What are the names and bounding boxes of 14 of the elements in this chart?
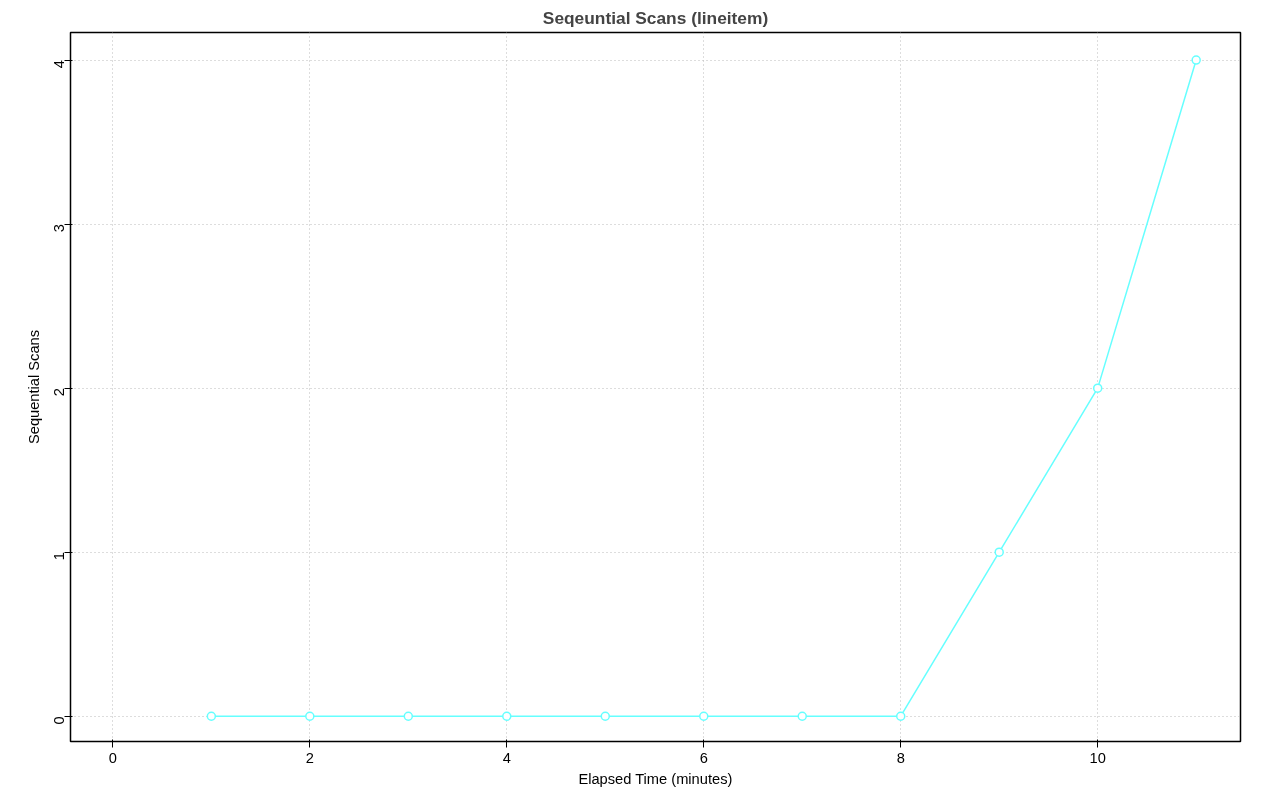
x-tick-label: 2 — [305, 749, 314, 766]
x-tick-label: 0 — [108, 749, 117, 766]
y-tick-label: 2 — [51, 388, 68, 397]
x-axis-title: Elapsed Time (minutes) — [578, 770, 733, 787]
y-tick-label: 0 — [51, 716, 68, 725]
x-tick-label: 8 — [896, 749, 905, 766]
chart-title: Seqeuntial Scans (lineitem) — [542, 7, 769, 28]
x-tick-label: 6 — [699, 749, 708, 766]
x-tick-label: 4 — [502, 749, 511, 766]
y-tick-label: 3 — [51, 224, 68, 233]
y-axis-title: Sequential Scans — [25, 329, 42, 445]
y-tick-label: 4 — [51, 60, 68, 69]
x-tick-label: 10 — [1089, 749, 1106, 766]
y-tick-label: 1 — [51, 552, 68, 561]
